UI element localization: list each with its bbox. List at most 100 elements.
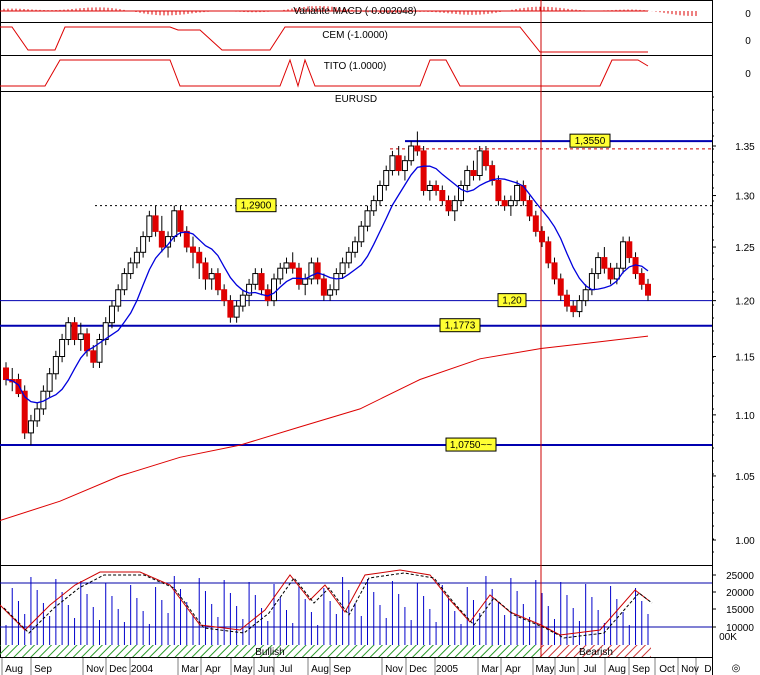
candle-body bbox=[395, 155, 402, 172]
candle-body bbox=[21, 390, 28, 434]
candle-body bbox=[352, 241, 359, 253]
candle-body bbox=[115, 289, 122, 307]
candle-body bbox=[183, 230, 190, 248]
stoch-tick-label: 25000 bbox=[726, 571, 754, 582]
level-label: 1,1773 bbox=[445, 321, 476, 332]
stoch-marker: 00K bbox=[719, 632, 737, 643]
candle-body bbox=[489, 165, 496, 181]
candlesticks bbox=[3, 131, 651, 446]
level-label-box bbox=[569, 133, 611, 148]
price-tick-label: 1.05 bbox=[735, 472, 755, 483]
month-label: Sep bbox=[34, 664, 52, 675]
candle-body bbox=[638, 273, 645, 285]
stoch-tick-label: 15000 bbox=[726, 605, 754, 616]
candle-body bbox=[90, 350, 97, 363]
candle-body bbox=[364, 210, 371, 227]
candle-body bbox=[127, 262, 134, 275]
cem-label: CEM (-1.0000) bbox=[322, 30, 388, 41]
candle-body bbox=[389, 155, 396, 172]
candle-body bbox=[607, 267, 614, 280]
candle-body bbox=[464, 170, 471, 186]
candle-body bbox=[333, 273, 340, 291]
price-tick-label: 1.00 bbox=[735, 536, 755, 547]
candle-body bbox=[501, 200, 508, 207]
macd-value: 0 bbox=[745, 9, 751, 20]
price-tick-label: 1.35 bbox=[735, 142, 755, 153]
candle-body bbox=[227, 300, 234, 318]
cem-value: 0 bbox=[745, 36, 751, 47]
settings-marker: ◎ bbox=[732, 663, 741, 674]
candle-body bbox=[495, 179, 502, 202]
month-label: May bbox=[536, 664, 555, 675]
month-label: Jul bbox=[280, 664, 293, 675]
candle-body bbox=[59, 338, 66, 358]
long-ma-line bbox=[0, 335, 649, 521]
candle-body bbox=[71, 322, 78, 340]
month-label: Aug bbox=[608, 664, 626, 675]
candle-body bbox=[339, 262, 346, 275]
month-label: Mar bbox=[481, 664, 499, 675]
candle-body bbox=[595, 257, 602, 275]
month-label: Dec bbox=[109, 664, 127, 675]
tito-line bbox=[0, 58, 649, 88]
level-label: 1,3550 bbox=[575, 136, 606, 147]
candle-body bbox=[433, 184, 440, 192]
candle-body bbox=[27, 420, 34, 434]
candle-body bbox=[376, 184, 383, 202]
month-label: Jul bbox=[584, 664, 597, 675]
month-label: Sep bbox=[632, 664, 650, 675]
month-label: 2005 bbox=[436, 664, 459, 675]
candle-body bbox=[539, 230, 546, 243]
candle-body bbox=[202, 262, 209, 280]
month-label: Aug bbox=[5, 664, 23, 675]
candle-body bbox=[15, 379, 22, 395]
candle-body bbox=[208, 273, 215, 280]
bearish-zone bbox=[541, 645, 651, 657]
candle-body bbox=[221, 289, 228, 302]
candle-body bbox=[308, 262, 315, 280]
candle-body bbox=[214, 273, 221, 291]
candle-body bbox=[401, 160, 408, 172]
candle-body bbox=[620, 241, 627, 269]
candle-body bbox=[295, 267, 302, 285]
candle-body bbox=[370, 200, 377, 212]
month-label: Jun bbox=[258, 664, 274, 675]
candle-body bbox=[588, 273, 595, 291]
month-label: Nov bbox=[385, 664, 403, 675]
candle-body bbox=[645, 283, 651, 296]
price-levels bbox=[0, 140, 712, 447]
level-label-box bbox=[235, 198, 277, 213]
candle-body bbox=[252, 273, 259, 285]
level-labels: 1,3550 1,2900 1,20 1,1773 1,0750~~ bbox=[235, 133, 611, 452]
month-label: Jun bbox=[559, 664, 575, 675]
month-label: 2004 bbox=[131, 664, 154, 675]
candle-body bbox=[576, 300, 583, 313]
price-tick-label: 1.20 bbox=[735, 297, 755, 308]
candle-body bbox=[133, 251, 140, 264]
candle-body bbox=[383, 170, 390, 186]
month-axis: Aug Sep Nov Dec 2004 Mar Apr May Jun Jul Aug Sep Nov… bbox=[1, 657, 741, 675]
candle-body bbox=[476, 150, 483, 177]
level-label-box bbox=[445, 437, 497, 452]
candle-body bbox=[302, 278, 309, 285]
candle-body bbox=[152, 215, 159, 232]
candle-body bbox=[196, 251, 203, 264]
month-label: Nov bbox=[681, 664, 699, 675]
bearish-label: Bearish bbox=[579, 647, 613, 658]
cem-line bbox=[0, 26, 648, 53]
candle-body bbox=[545, 241, 552, 264]
month-label: Dec bbox=[409, 664, 427, 675]
candle-body bbox=[526, 200, 533, 217]
level-label-box bbox=[497, 293, 527, 308]
candle-body bbox=[451, 200, 458, 212]
candle-body bbox=[551, 262, 558, 280]
month-label: D bbox=[704, 664, 711, 675]
macd-label: Variante MACD (-0.002048) bbox=[293, 6, 416, 17]
stoch-tick-label: 10000 bbox=[726, 623, 754, 634]
candle-body bbox=[171, 210, 178, 238]
candle-body bbox=[570, 305, 577, 313]
month-label: Aug bbox=[311, 664, 329, 675]
stoch-d-line bbox=[3, 572, 653, 639]
month-label: Sep bbox=[333, 664, 351, 675]
